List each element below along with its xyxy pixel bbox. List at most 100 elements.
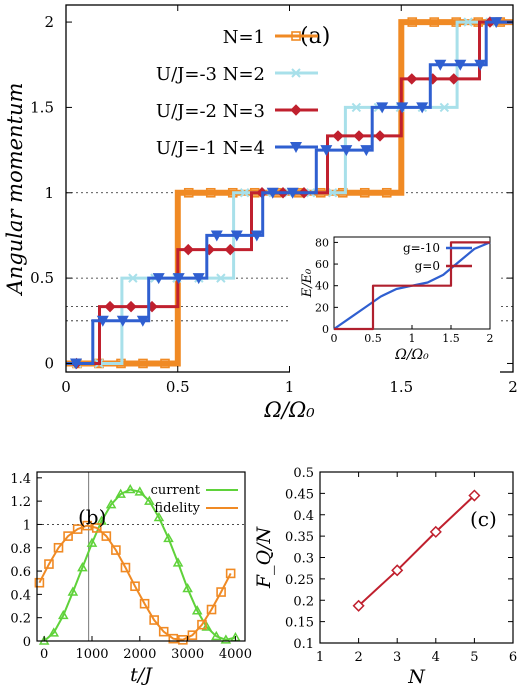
data-point [168, 633, 179, 644]
data-point [130, 581, 140, 592]
data-point [353, 130, 365, 142]
data-point [182, 583, 193, 593]
data-point [416, 102, 429, 114]
plot-frame [319, 471, 514, 644]
data-point [468, 489, 481, 502]
data-point [70, 358, 82, 370]
y-tick-label: 1 [23, 518, 31, 533]
panel-c-chart: 1 2 3 4 5 6 0.1 0.15 0.2 0.25 0.3 0.35 0.4 0.45 0.5 N F_… [253, 466, 517, 688]
legend-label: U/J=-3 N=2 [156, 64, 265, 85]
data-point [58, 609, 69, 620]
y-tick-label: 0.15 [285, 616, 314, 631]
data-point [352, 599, 365, 612]
x-tick-label: 4000 [219, 647, 252, 662]
data-point [134, 486, 146, 496]
inset-y-tick-label: 60 [315, 258, 329, 271]
data-point [153, 511, 165, 522]
x-tick-label: 5 [470, 650, 478, 665]
data-point [197, 619, 207, 630]
data-point [152, 273, 165, 285]
data-point [210, 230, 223, 242]
data-point [429, 525, 442, 538]
data-point [490, 17, 503, 29]
data-point [111, 545, 121, 555]
data-point [454, 59, 467, 71]
y-tick-label: 2 [44, 13, 54, 31]
data-point [91, 523, 102, 533]
data-point [67, 586, 79, 596]
x-tick-label: 3000 [171, 647, 204, 662]
data-point [407, 17, 418, 27]
data-point [239, 188, 250, 198]
data-point [351, 102, 362, 113]
inset-x-axis-label: Ω/Ω₀ [394, 347, 429, 363]
data-point [163, 532, 174, 543]
y-tick-label: 0.5 [30, 269, 54, 287]
x-tick-label: 1 [316, 650, 324, 665]
data-point [216, 587, 226, 597]
y-tick-label: 0.35 [285, 530, 314, 545]
data-point [220, 634, 232, 644]
x-tick-label: 0.5 [166, 378, 190, 396]
data-point [53, 542, 64, 553]
data-point [191, 605, 203, 615]
y-tick-label: 0.4 [10, 588, 31, 603]
x-axis-label: Ω/Ω₀ [263, 398, 315, 422]
data-point [104, 300, 116, 313]
data-point [77, 562, 88, 572]
y-tick-label: 0.3 [293, 552, 314, 567]
y-axis-label: F_Q/N [253, 525, 275, 589]
data-point [138, 358, 148, 369]
inset-y-tick-label: 0 [322, 323, 329, 336]
x-tick-label: 2000 [123, 647, 156, 662]
data-point [359, 187, 370, 198]
data-point [172, 557, 184, 567]
legend-marker [291, 31, 301, 41]
inset-x-tick-label: 0.5 [364, 332, 382, 345]
y-tick-label: 0.45 [285, 487, 314, 502]
y-tick-label: 1 [44, 184, 54, 202]
inset-x-tick-label: 1 [409, 332, 416, 345]
data-point [320, 145, 333, 157]
data-point [434, 59, 447, 71]
data-point [439, 102, 450, 113]
y-tick-label: 0 [23, 635, 31, 650]
x-tick-label: 2 [508, 378, 518, 396]
panel-label: (b) [78, 505, 106, 529]
data-point [286, 187, 299, 199]
x-axis-label: N [407, 666, 426, 688]
data-point [376, 102, 389, 114]
data-point [205, 187, 216, 198]
data-point [463, 17, 473, 27]
legend-label: N=1 [223, 27, 265, 48]
y-tick-label: 1.2 [10, 495, 31, 510]
series-line [357, 494, 476, 607]
y-tick-label: 0.4 [293, 509, 314, 524]
x-tick-label: 0 [61, 378, 71, 396]
data-point [224, 243, 236, 256]
y-tick-label: 0.2 [293, 594, 314, 609]
data-point [250, 230, 263, 242]
x-tick-label: 1.5 [389, 378, 413, 396]
plot-frame [36, 471, 246, 642]
data-point [101, 531, 112, 541]
x-tick-label: 2 [354, 650, 362, 665]
inset-series-line [334, 241, 490, 331]
data-point [139, 598, 150, 609]
data-point [105, 499, 117, 509]
y-tick-label: 0.1 [293, 637, 314, 652]
x-tick-label: 3 [393, 650, 401, 665]
y-tick-label: 1.4 [10, 472, 31, 487]
legend-label: U/J=-2 N=3 [156, 101, 265, 122]
inset-y-tick-label: 80 [315, 236, 329, 249]
y-tick-label: 0.6 [10, 565, 31, 580]
data-point [116, 315, 129, 327]
data-point [149, 615, 159, 625]
y-tick-label: 0.8 [10, 542, 31, 557]
data-point [429, 17, 440, 27]
data-point [44, 559, 54, 569]
data-point [406, 73, 418, 85]
x-tick-label: 1000 [75, 647, 108, 662]
